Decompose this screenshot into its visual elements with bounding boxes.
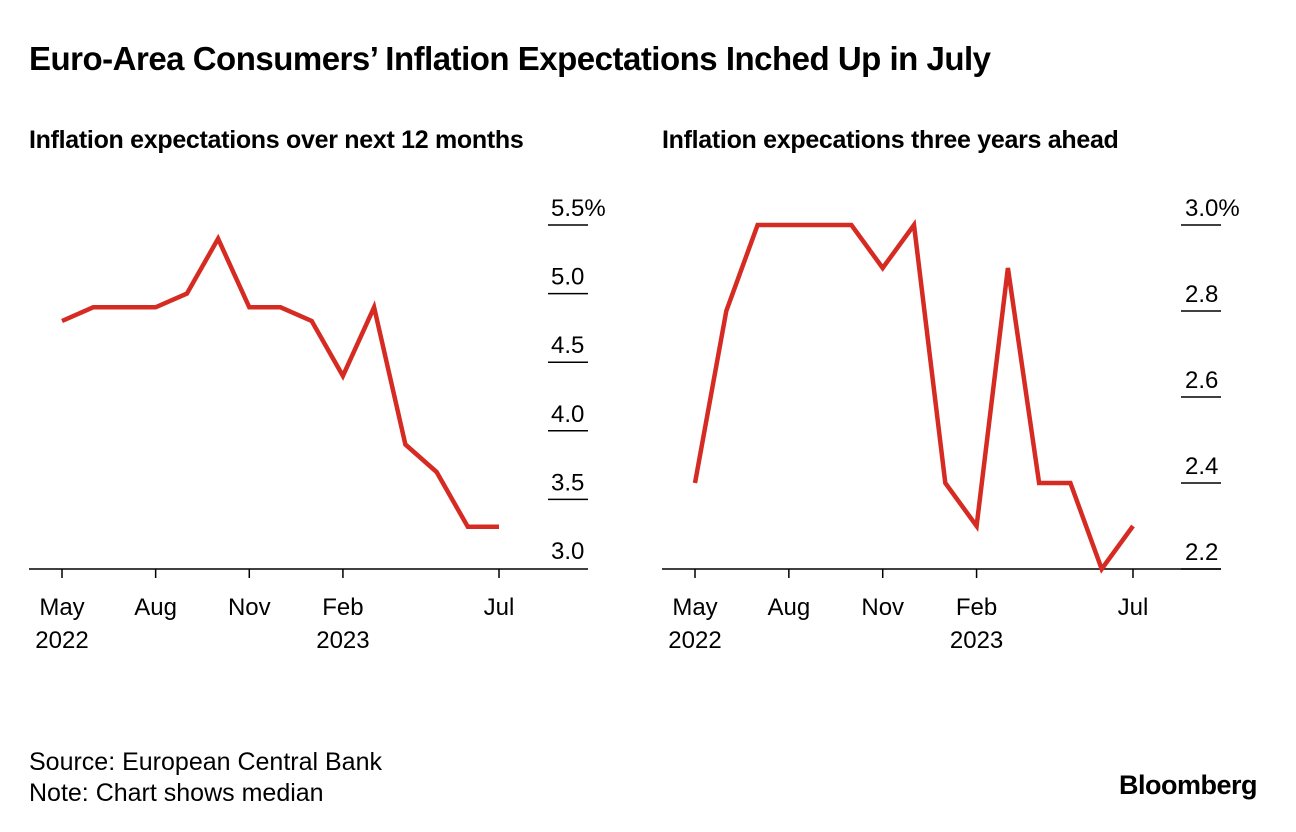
x-tick-year: 2023 xyxy=(950,627,1003,654)
y-tick-label: 4.0 xyxy=(551,401,584,428)
left-panel-title: Inflation expectations over next 12 mont… xyxy=(29,126,524,154)
x-tick-label: Feb xyxy=(322,594,363,621)
median-note: Note: Chart shows median xyxy=(29,779,324,807)
y-tick-label: 3.0% xyxy=(1185,195,1240,222)
x-tick-label: May xyxy=(672,594,717,621)
y-tick-label: 5.0 xyxy=(551,264,584,291)
x-tick-label: Nov xyxy=(861,594,904,621)
series-line xyxy=(692,219,1135,574)
y-tick-label: 3.5 xyxy=(551,469,584,496)
x-tick-year: 2023 xyxy=(316,627,369,654)
y-tick-label: 2.2 xyxy=(1185,539,1218,566)
x-tick-year: 2022 xyxy=(668,627,721,654)
x-tick-label: Nov xyxy=(228,594,271,621)
bloomberg-logo: Bloomberg xyxy=(1118,770,1258,800)
x-tick-label: Jul xyxy=(1118,594,1149,621)
y-tick-label: 5.5% xyxy=(551,195,606,222)
x-tick-label: May xyxy=(39,594,84,621)
x-tick-label: Feb xyxy=(956,594,997,621)
y-tick-label: 3.0 xyxy=(551,538,584,565)
x-tick-year: 2022 xyxy=(35,627,88,654)
y-tick-label: 4.5 xyxy=(551,332,584,359)
y-tick-label: 2.8 xyxy=(1185,281,1218,308)
chart-title: Euro-Area Consumers’ Inflation Expectati… xyxy=(29,40,991,77)
x-tick-label: Aug xyxy=(134,594,177,621)
right-panel-title: Inflation expecations three years ahead xyxy=(662,126,1119,154)
x-tick-label: Jul xyxy=(484,594,515,621)
source-note: Source: European Central Bank xyxy=(29,748,382,776)
x-tick-label: Aug xyxy=(768,594,811,621)
y-tick-label: 2.6 xyxy=(1185,367,1218,394)
y-tick-label: 2.4 xyxy=(1185,453,1218,480)
